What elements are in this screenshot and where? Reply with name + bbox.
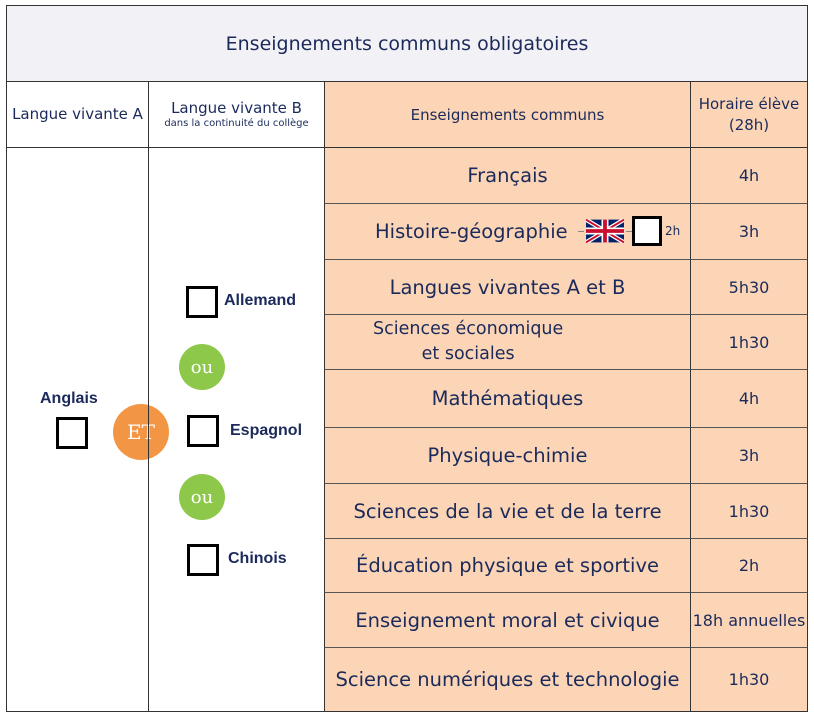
header-langue-vivante-a: Langue vivante A: [6, 82, 148, 148]
ou-separator-1: ou: [179, 344, 225, 390]
schedule-table: Langue vivante A Langue vivante B dans l…: [6, 82, 808, 712]
subject-hours: 18h annuelles: [690, 593, 808, 648]
subject-row: Sciences économique et sociales 1h30: [324, 315, 808, 370]
column-lv-a: Anglais: [6, 148, 148, 712]
et-connector-badge: ET: [113, 404, 169, 460]
subject-name: Science numériques et technologie: [324, 648, 690, 712]
espagnol-checkbox[interactable]: [187, 415, 219, 447]
header-langue-vivante-b: Langue vivante B dans la continuité du c…: [148, 82, 324, 148]
subject-name-text: Histoire-géographie: [375, 220, 568, 243]
subject-row: Histoire-géographie 3h 2h: [324, 204, 808, 260]
dnl-option: 2h: [578, 216, 680, 246]
header-lvb-main: Langue vivante B: [171, 98, 302, 117]
subject-row: Français 4h: [324, 148, 808, 204]
subject-name: Physique-chimie: [324, 428, 690, 484]
subject-name: Langues vivantes A et B: [324, 260, 690, 315]
subject-row: Langues vivantes A et B 5h30: [324, 260, 808, 315]
header-lvb-sub: dans la continuité du collège: [164, 117, 309, 129]
subject-hours: 1h30: [690, 484, 808, 539]
subject-row: Mathématiques 4h: [324, 370, 808, 428]
subject-row: Physique-chimie 3h: [324, 428, 808, 484]
header-enseignements: Enseignements communs: [324, 82, 690, 148]
subject-hours: 1h30: [690, 315, 808, 370]
subject-name: Sciences de la vie et de la terre: [324, 484, 690, 539]
subject-row: Éducation physique et sportive 2h: [324, 539, 808, 593]
dnl-checkbox[interactable]: [632, 216, 662, 246]
allemand-label: Allemand: [224, 292, 297, 309]
subject-name: Mathématiques: [324, 370, 690, 428]
column-lv-b: Allemand ou Espagnol ou Chinois: [148, 148, 324, 712]
subject-hours: 3h: [690, 204, 808, 260]
uk-flag-icon: [586, 219, 624, 243]
subject-row: Enseignement moral et civique 18h annuel…: [324, 593, 808, 648]
subject-name: Éducation physique et sportive: [324, 539, 690, 593]
allemand-checkbox[interactable]: [186, 286, 218, 318]
subject-row: Sciences de la vie et de la terre 1h30: [324, 484, 808, 539]
subject-name: Sciences économique et sociales: [324, 315, 690, 370]
subject-row: Science numériques et technologie 1h30: [324, 648, 808, 712]
subject-hours: 1h30: [690, 648, 808, 712]
subject-hours: 2h: [690, 539, 808, 593]
header-horaire: Horaire élève (28h): [690, 82, 808, 148]
subject-hours: 3h: [690, 428, 808, 484]
lv-a-label: Anglais: [40, 390, 98, 407]
dnl-hours: 2h: [665, 224, 681, 238]
subject-hours: 5h30: [690, 260, 808, 315]
espagnol-label: Espagnol: [230, 422, 303, 439]
subject-name: Histoire-géographie: [324, 204, 690, 260]
chinois-checkbox[interactable]: [187, 544, 219, 576]
page-title: Enseignements communs obligatoires: [6, 5, 808, 82]
ou-separator-2: ou: [179, 474, 225, 520]
subject-hours: 4h: [690, 370, 808, 428]
chinois-label: Chinois: [228, 550, 287, 567]
subject-name: Français: [324, 148, 690, 204]
subject-hours: 4h: [690, 148, 808, 204]
anglais-checkbox[interactable]: [56, 417, 88, 449]
subject-name: Enseignement moral et civique: [324, 593, 690, 648]
